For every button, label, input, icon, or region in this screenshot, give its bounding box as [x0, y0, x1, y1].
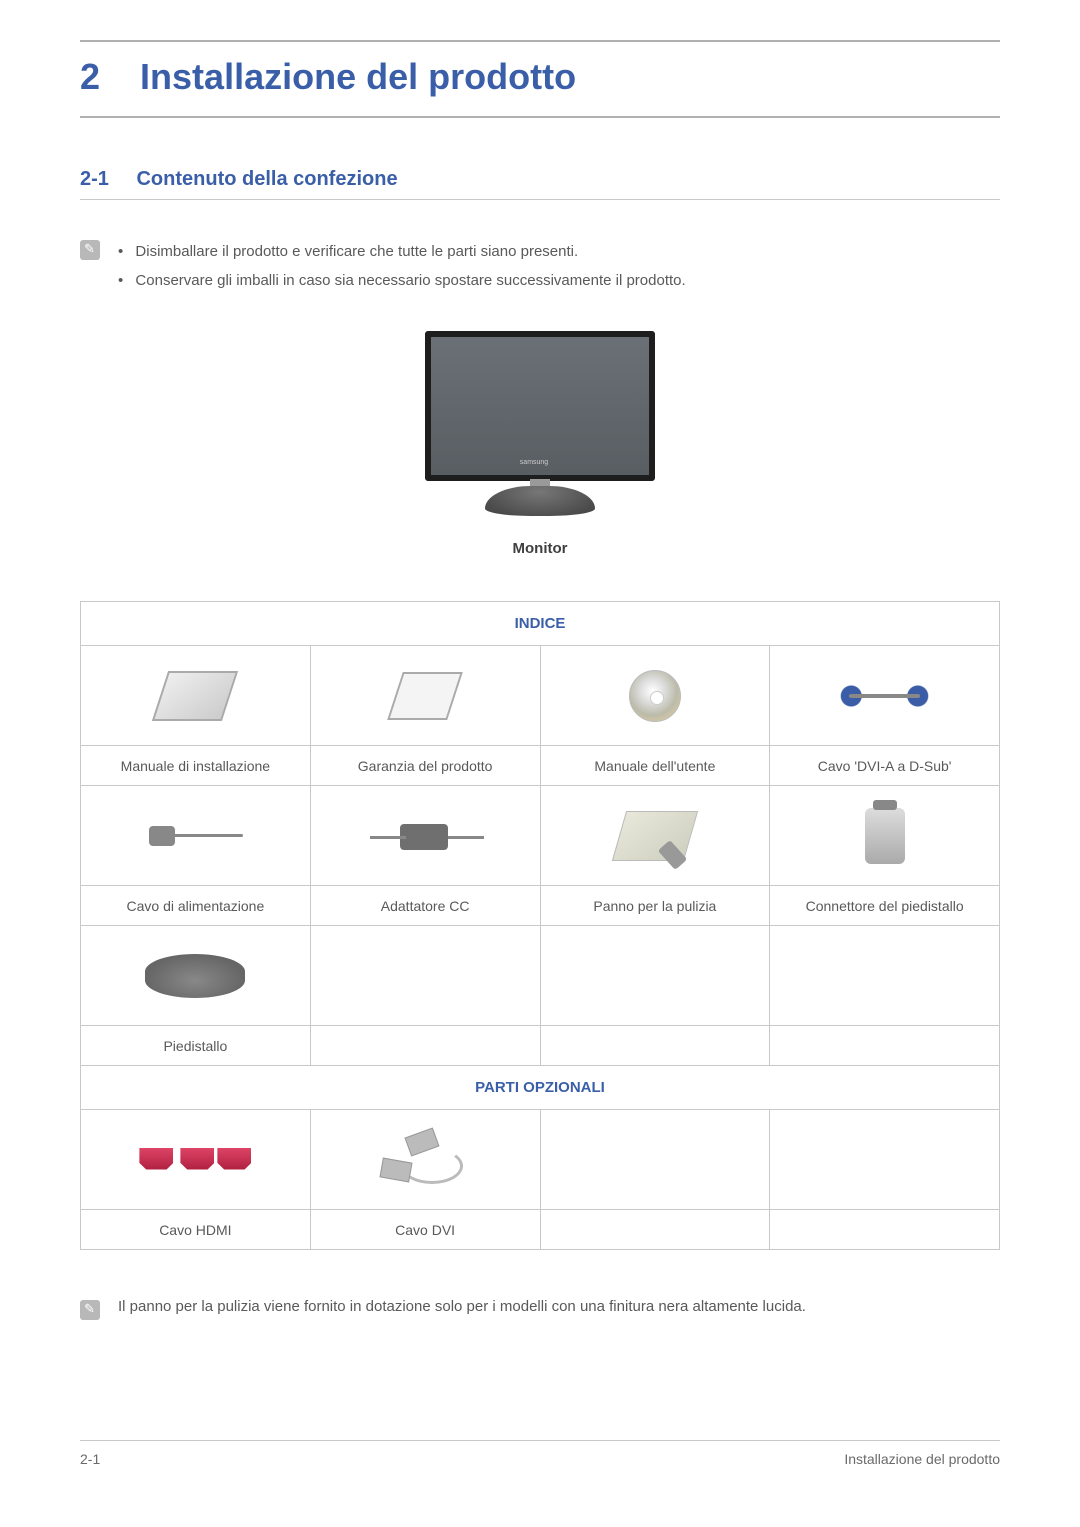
chapter-title: Installazione del prodotto: [140, 56, 576, 97]
note-block: Disimballare il prodotto e verificare ch…: [80, 238, 1000, 295]
empty-cell: [770, 926, 1000, 1026]
chapter-heading: 2 Installazione del prodotto: [80, 40, 1000, 118]
warranty-card-icon: [387, 672, 463, 720]
empty-cell: [770, 1210, 1000, 1250]
section-heading: 2-1 Contenuto della confezione: [80, 168, 1000, 200]
monitor-figure: samsung Monitor: [80, 331, 1000, 557]
item-image: [770, 646, 1000, 746]
empty-cell: [310, 1026, 540, 1066]
item-label: Adattatore CC: [310, 886, 540, 926]
empty-cell: [770, 1110, 1000, 1210]
item-image: [540, 786, 770, 886]
footnote-text: Il panno per la pulizia viene fornito in…: [118, 1298, 806, 1315]
cleaning-cloth-icon: [612, 811, 698, 861]
monitor-image: samsung: [425, 331, 655, 521]
item-image: [81, 786, 311, 886]
item-label: Piedistallo: [81, 1026, 311, 1066]
stand-base-icon: [145, 954, 245, 998]
page-footer: 2-1 Installazione del prodotto: [80, 1440, 1000, 1467]
monitor-label: Monitor: [80, 540, 1000, 557]
empty-cell: [770, 1026, 1000, 1066]
item-label: Cavo HDMI: [81, 1210, 311, 1250]
stand-connector-icon: [865, 808, 905, 864]
item-label: Manuale di installazione: [81, 746, 311, 786]
empty-cell: [310, 926, 540, 1026]
dvi-cable-icon: [377, 1128, 473, 1192]
item-label: Cavo 'DVI-A a D-Sub': [770, 746, 1000, 786]
empty-cell: [540, 1110, 770, 1210]
contents-table: INDICE Manuale di installazione Garanzia…: [80, 601, 1000, 1250]
power-cable-icon: [145, 814, 245, 858]
item-label: Manuale dell'utente: [540, 746, 770, 786]
installation-manual-icon: [152, 671, 238, 721]
item-label: Connettore del piedistallo: [770, 886, 1000, 926]
item-image: [81, 1110, 311, 1210]
indice-header: INDICE: [81, 602, 1000, 646]
footer-chapter-title: Installazione del prodotto: [844, 1451, 1000, 1467]
dvi-dsub-cable-icon: [837, 676, 932, 716]
empty-cell: [540, 1210, 770, 1250]
note-icon: [80, 240, 100, 260]
footnote-block: Il panno per la pulizia viene fornito in…: [80, 1298, 1000, 1320]
empty-cell: [540, 1026, 770, 1066]
item-image: [540, 646, 770, 746]
item-image: [81, 926, 311, 1026]
section-number: 2-1: [80, 168, 109, 190]
footer-page-number: 2-1: [80, 1451, 100, 1467]
item-label: Cavo di alimentazione: [81, 886, 311, 926]
item-label: Cavo DVI: [310, 1210, 540, 1250]
note-bullet: Disimballare il prodotto e verificare ch…: [118, 238, 686, 267]
chapter-number: 2: [80, 56, 100, 97]
item-image: [310, 786, 540, 886]
note-bullet: Conservare gli imballi in caso sia neces…: [118, 267, 686, 296]
section-title: Contenuto della confezione: [136, 168, 397, 190]
note-icon: [80, 1300, 100, 1320]
item-image: [81, 646, 311, 746]
item-image: [310, 646, 540, 746]
hdmi-cable-icon: [135, 1140, 255, 1180]
item-image: [310, 1110, 540, 1210]
empty-cell: [540, 926, 770, 1026]
dc-adapter-icon: [370, 814, 480, 858]
parti-opzionali-header: PARTI OPZIONALI: [81, 1066, 1000, 1110]
item-image: [770, 786, 1000, 886]
item-label: Garanzia del prodotto: [310, 746, 540, 786]
item-label: Panno per la pulizia: [540, 886, 770, 926]
user-manual-disc-icon: [629, 670, 681, 722]
